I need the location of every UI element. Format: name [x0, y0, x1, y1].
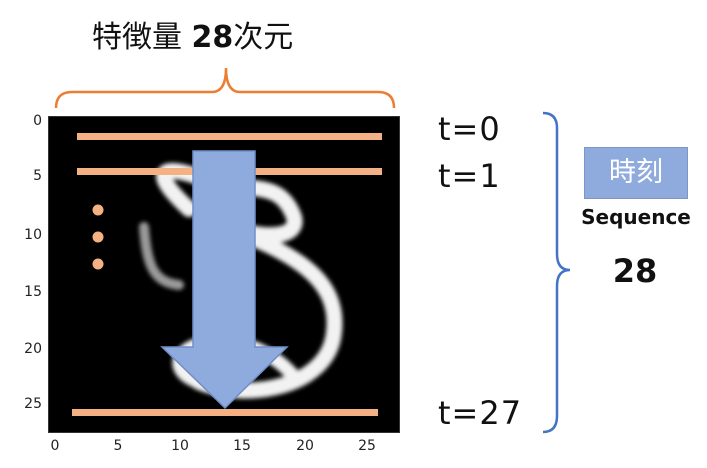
- time-badge: 時刻: [584, 147, 688, 199]
- y-tick: 25: [24, 396, 42, 412]
- y-tick: 20: [24, 341, 42, 357]
- title-count: 28: [191, 20, 234, 55]
- time-step-label: t=27: [438, 394, 523, 432]
- x-tick: 10: [171, 438, 189, 454]
- feature-dimension-title: 特徴量 28次元: [92, 12, 293, 56]
- x-tick: 5: [113, 438, 123, 454]
- x-tick: 20: [296, 438, 314, 454]
- time-bracket: [542, 111, 571, 434]
- y-tick: 0: [33, 113, 42, 129]
- title-prefix: 特徴量: [92, 20, 182, 55]
- y-tick: 15: [24, 284, 42, 300]
- down-arrow-icon: [160, 150, 289, 410]
- x-tick: 15: [233, 438, 251, 454]
- y-tick: 5: [33, 168, 42, 184]
- sequence-length: 28: [612, 252, 658, 290]
- vertical-dots-icon: [92, 204, 104, 270]
- feature-bracket: [54, 67, 396, 109]
- x-tick: 0: [50, 438, 60, 454]
- sequence-caption: Sequence: [581, 205, 691, 229]
- time-step-label: t=0: [438, 110, 501, 148]
- row-line-t27: [72, 409, 378, 416]
- y-tick: 10: [24, 227, 42, 243]
- title-suffix: 次元: [233, 20, 294, 55]
- time-step-label: t=1: [438, 157, 501, 195]
- row-line-t0: [77, 133, 382, 140]
- x-tick: 25: [358, 438, 376, 454]
